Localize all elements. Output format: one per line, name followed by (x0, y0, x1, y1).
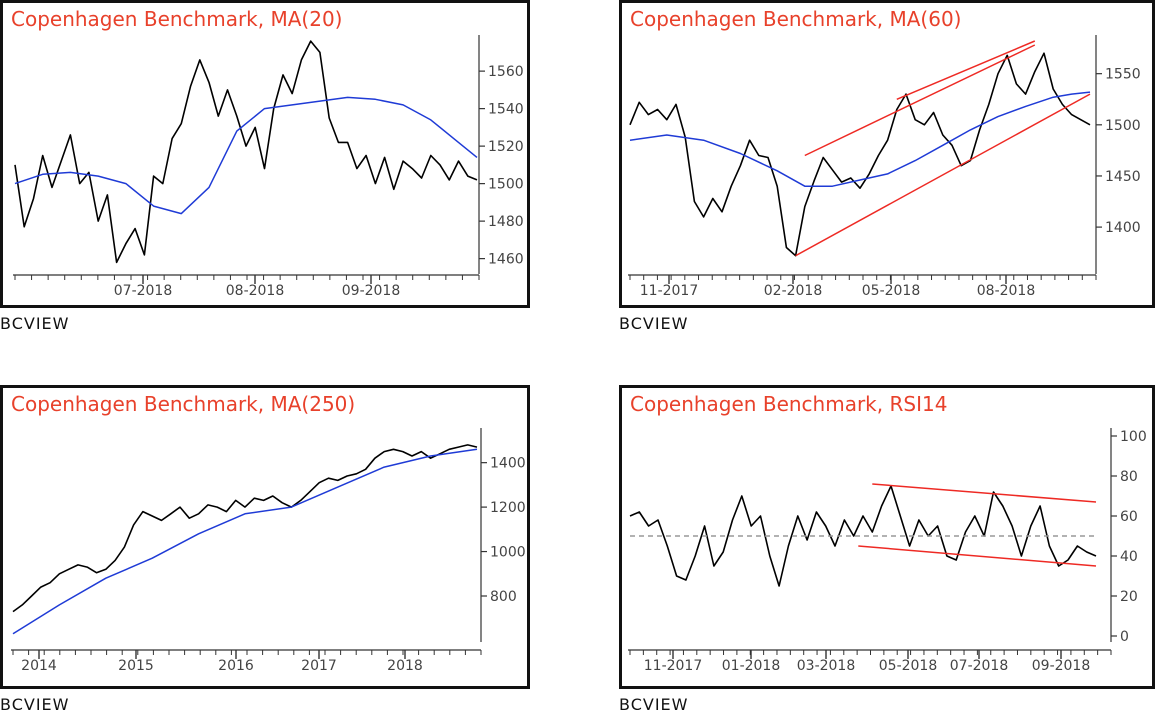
chart-ma250: 800 1000 1200 1400 2014 2015 2016 2017 2018 (11, 428, 526, 674)
chart-ma20: 1460 1480 1500 1520 1540 1560 07-2018 08-2018 09… (13, 35, 524, 299)
x-tick-label: 09-2018 (342, 283, 401, 299)
y-tick-label: 1540 (488, 102, 524, 118)
trend-line (804, 44, 1036, 157)
y-tick-label: 1200 (490, 500, 526, 516)
source-label: BCVIEW (0, 314, 70, 333)
y-tick-label: 1480 (488, 214, 524, 230)
chart-frame: Copenhagen Benchmark, MA(60) 1400 1450 150… (619, 0, 1155, 308)
y-tick-label: 1550 (1105, 67, 1141, 83)
y-tick-label: 1450 (1105, 169, 1141, 185)
x-tick-label: 07-2018 (114, 283, 173, 299)
x-tick-label: 08-2018 (226, 283, 285, 299)
trend-line (858, 545, 1097, 567)
y-tick-label: 1460 (488, 252, 524, 268)
y-tick-label: 1000 (490, 545, 526, 561)
chart-ma60: 1400 1450 1500 1550 11-2017 02-2018 05-2018 08-… (628, 35, 1141, 299)
chart-title: Copenhagen Benchmark, MA(20) (11, 7, 343, 31)
x-tick-label: 2018 (387, 658, 423, 674)
moving-average-line (12, 448, 478, 635)
x-tick-label: 11-2017 (644, 658, 703, 674)
source-label: BCVIEW (619, 695, 689, 714)
y-tick-label: 60 (1120, 509, 1138, 525)
x-tick-label: 2014 (21, 658, 57, 674)
y-tick-label: 1500 (1105, 118, 1141, 134)
chart-panel-rsi14: Copenhagen Benchmark, RSI14 0 20 40 60 80 100… (619, 385, 1155, 719)
y-tick-label: 100 (1120, 429, 1147, 445)
trend-line (872, 483, 1097, 503)
x-tick-label: 2016 (218, 658, 254, 674)
x-tick-label: 09-2018 (1032, 658, 1091, 674)
y-tick-label: 1560 (488, 64, 524, 80)
moving-average-line (629, 91, 1091, 187)
x-tick-label: 11-2017 (640, 283, 699, 299)
chart-title: Copenhagen Benchmark, RSI14 (630, 392, 948, 416)
chart-title: Copenhagen Benchmark, MA(250) (11, 392, 356, 416)
chart-rsi14: 0 20 40 60 80 100 11-2017 01-2018 03-2018 05-2018… (628, 428, 1147, 674)
trend-line (795, 93, 1091, 257)
chart-panel-ma20: Copenhagen Benchmark, MA(20) 1460 1480 150… (0, 0, 530, 340)
trend-line (896, 40, 1036, 100)
y-tick-label: 1500 (488, 177, 524, 193)
chart-title: Copenhagen Benchmark, MA(60) (630, 7, 962, 31)
chart-frame: Copenhagen Benchmark, RSI14 0 20 40 60 80 100… (619, 385, 1155, 689)
source-label: BCVIEW (0, 695, 70, 714)
x-tick-label: 07-2018 (950, 658, 1009, 674)
x-tick-label: 05-2018 (879, 658, 938, 674)
y-tick-label: 800 (490, 589, 517, 605)
price-line (629, 52, 1091, 257)
price-line (629, 485, 1097, 587)
chart-panel-ma250: Copenhagen Benchmark, MA(250) 800 1000 120… (0, 385, 530, 719)
y-tick-label: 1400 (490, 456, 526, 472)
x-tick-label: 02-2018 (764, 283, 823, 299)
y-tick-label: 1520 (488, 139, 524, 155)
price-line (12, 444, 478, 613)
y-tick-label: 0 (1120, 629, 1129, 645)
chart-frame: Copenhagen Benchmark, MA(20) 1460 1480 150… (0, 0, 530, 308)
x-tick-label: 08-2018 (977, 283, 1036, 299)
moving-average-line (14, 96, 478, 215)
y-tick-label: 20 (1120, 589, 1138, 605)
chart-frame: Copenhagen Benchmark, MA(250) 800 1000 120… (0, 385, 530, 689)
x-tick-label: 03-2018 (797, 658, 856, 674)
y-tick-label: 1400 (1105, 220, 1141, 236)
chart-panel-ma60: Copenhagen Benchmark, MA(60) 1400 1450 150… (619, 0, 1155, 340)
y-tick-label: 80 (1120, 469, 1138, 485)
x-tick-label: 2015 (118, 658, 154, 674)
x-tick-label: 2017 (301, 658, 337, 674)
x-tick-label: 05-2018 (862, 283, 921, 299)
x-tick-label: 01-2018 (722, 658, 781, 674)
price-line (14, 40, 478, 264)
y-tick-label: 40 (1120, 549, 1138, 565)
source-label: BCVIEW (619, 314, 689, 333)
